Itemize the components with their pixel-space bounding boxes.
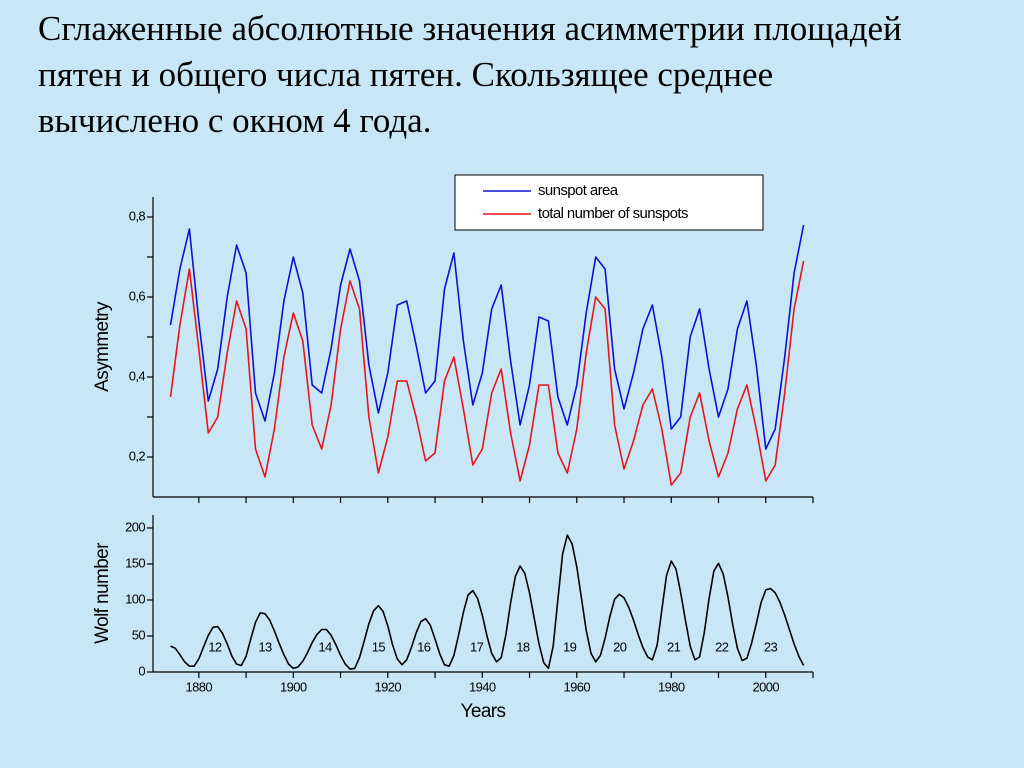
cycle-label: 21 bbox=[667, 640, 681, 655]
cycle-label: 18 bbox=[516, 640, 530, 655]
cycle-label: 20 bbox=[613, 640, 627, 655]
x-tick-label: 1940 bbox=[469, 679, 496, 694]
cycle-label: 15 bbox=[372, 640, 386, 655]
y-tick-label: 0 bbox=[138, 663, 145, 678]
legend-label: sunspot area bbox=[538, 182, 619, 199]
cycle-label: 13 bbox=[258, 640, 272, 655]
x-tick-label: 2000 bbox=[752, 679, 779, 694]
y-tick-label: 0,8 bbox=[129, 208, 146, 223]
y-axis-label: Wolf number bbox=[92, 542, 113, 644]
x-axis-label: Years bbox=[461, 701, 506, 722]
x-tick-label: 1900 bbox=[280, 679, 307, 694]
series-line bbox=[169, 224, 805, 450]
series-line bbox=[170, 534, 805, 670]
y-tick-label: 0,2 bbox=[129, 448, 146, 463]
cycle-label: 12 bbox=[208, 640, 222, 655]
y-axis-label: Asymmetry bbox=[92, 301, 113, 392]
y-tick-label: 100 bbox=[125, 591, 145, 606]
y-tick-label: 50 bbox=[132, 627, 146, 642]
cycle-label: 17 bbox=[470, 640, 484, 655]
y-tick-label: 200 bbox=[125, 519, 145, 534]
x-tick-label: 1980 bbox=[658, 679, 685, 694]
cycle-label: 22 bbox=[715, 640, 729, 655]
y-tick-label: 150 bbox=[125, 555, 145, 570]
y-tick-label: 0,4 bbox=[129, 368, 146, 383]
x-tick-label: 1960 bbox=[564, 679, 591, 694]
legend-box bbox=[454, 174, 764, 231]
cycle-label: 16 bbox=[417, 640, 431, 655]
x-tick-label: 1920 bbox=[375, 679, 402, 694]
cycle-label: 23 bbox=[764, 640, 778, 655]
slide-title: Сглаженные абсолютные значения асимметри… bbox=[38, 9, 902, 140]
legend-label: total number of sunspots bbox=[538, 205, 688, 222]
cycle-label: 14 bbox=[318, 640, 332, 655]
x-tick-label: 1880 bbox=[186, 679, 213, 694]
series-line bbox=[169, 260, 805, 486]
cycle-label: 19 bbox=[563, 640, 577, 655]
y-tick-label: 0,6 bbox=[129, 288, 146, 303]
